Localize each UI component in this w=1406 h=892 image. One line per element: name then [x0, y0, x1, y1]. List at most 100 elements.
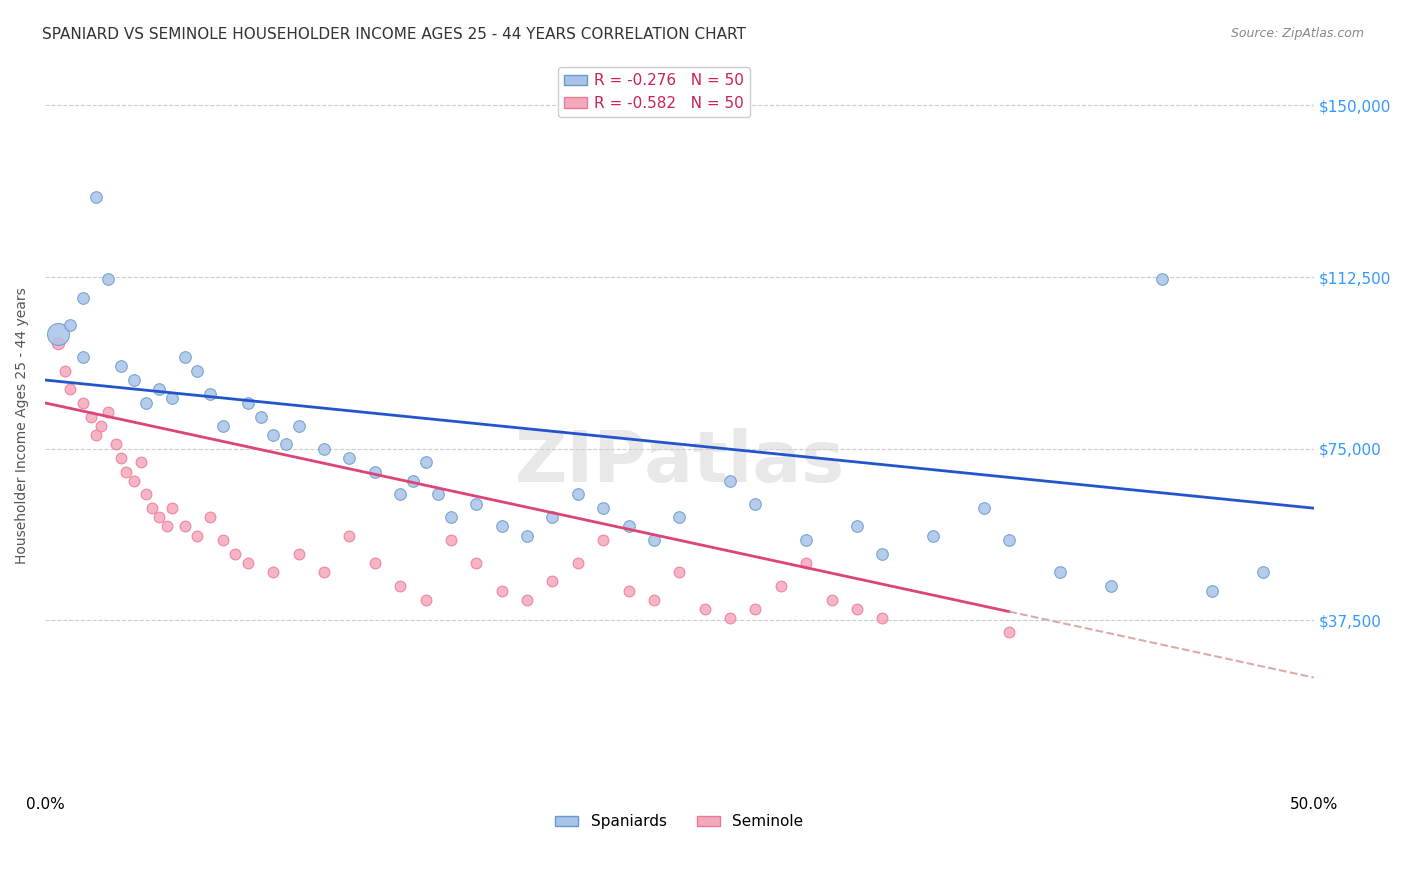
Point	[718, 474, 741, 488]
Point	[668, 566, 690, 580]
Point	[592, 501, 614, 516]
Point	[131, 455, 153, 469]
Point	[156, 519, 179, 533]
Point	[846, 602, 869, 616]
Point	[90, 418, 112, 433]
Point	[1150, 272, 1173, 286]
Point	[820, 592, 842, 607]
Text: ZIPatlas: ZIPatlas	[515, 428, 845, 497]
Point	[769, 579, 792, 593]
Point	[415, 592, 437, 607]
Point	[135, 396, 157, 410]
Point	[314, 566, 336, 580]
Point	[998, 533, 1021, 548]
Point	[97, 405, 120, 419]
Point	[541, 574, 564, 589]
Point	[1049, 566, 1071, 580]
Point	[389, 487, 412, 501]
Point	[59, 382, 82, 396]
Point	[567, 487, 589, 501]
Point	[364, 556, 387, 570]
Point	[59, 318, 82, 332]
Point	[148, 382, 170, 396]
Point	[1201, 583, 1223, 598]
Point	[440, 533, 463, 548]
Point	[541, 510, 564, 524]
Point	[211, 418, 233, 433]
Point	[53, 364, 76, 378]
Point	[84, 190, 107, 204]
Point	[236, 396, 259, 410]
Point	[110, 359, 132, 374]
Point	[427, 487, 450, 501]
Point	[389, 579, 412, 593]
Point	[211, 533, 233, 548]
Point	[186, 364, 208, 378]
Point	[198, 510, 221, 524]
Point	[262, 566, 284, 580]
Point	[186, 528, 208, 542]
Point	[643, 592, 665, 607]
Point	[148, 510, 170, 524]
Point	[79, 409, 101, 424]
Point	[872, 547, 894, 561]
Point	[402, 474, 425, 488]
Point	[135, 487, 157, 501]
Point	[287, 418, 309, 433]
Point	[274, 437, 297, 451]
Point	[794, 556, 817, 570]
Point	[115, 465, 138, 479]
Point	[1251, 566, 1274, 580]
Point	[249, 409, 271, 424]
Point	[224, 547, 246, 561]
Point	[364, 465, 387, 479]
Point	[415, 455, 437, 469]
Point	[160, 501, 183, 516]
Point	[491, 519, 513, 533]
Y-axis label: Householder Income Ages 25 - 44 years: Householder Income Ages 25 - 44 years	[15, 287, 30, 564]
Point	[141, 501, 163, 516]
Point	[160, 392, 183, 406]
Point	[465, 497, 488, 511]
Point	[973, 501, 995, 516]
Point	[97, 272, 120, 286]
Point	[872, 611, 894, 625]
Point	[84, 428, 107, 442]
Point	[516, 592, 538, 607]
Point	[1099, 579, 1122, 593]
Point	[592, 533, 614, 548]
Point	[339, 528, 361, 542]
Point	[287, 547, 309, 561]
Point	[465, 556, 488, 570]
Point	[440, 510, 463, 524]
Point	[262, 428, 284, 442]
Legend: Spaniards, Seminole: Spaniards, Seminole	[550, 808, 810, 836]
Point	[794, 533, 817, 548]
Point	[846, 519, 869, 533]
Point	[236, 556, 259, 570]
Point	[617, 519, 640, 533]
Point	[122, 373, 145, 387]
Point	[491, 583, 513, 598]
Point	[339, 450, 361, 465]
Point	[173, 350, 195, 364]
Point	[122, 474, 145, 488]
Point	[998, 624, 1021, 639]
Point	[718, 611, 741, 625]
Point	[72, 396, 94, 410]
Point	[693, 602, 716, 616]
Point	[922, 528, 945, 542]
Point	[198, 386, 221, 401]
Point	[567, 556, 589, 570]
Point	[173, 519, 195, 533]
Point	[105, 437, 128, 451]
Point	[46, 336, 69, 351]
Point	[110, 450, 132, 465]
Point	[72, 291, 94, 305]
Point	[668, 510, 690, 524]
Text: SPANIARD VS SEMINOLE HOUSEHOLDER INCOME AGES 25 - 44 YEARS CORRELATION CHART: SPANIARD VS SEMINOLE HOUSEHOLDER INCOME …	[42, 27, 747, 42]
Point	[617, 583, 640, 598]
Point	[72, 350, 94, 364]
Point	[46, 327, 69, 342]
Text: Source: ZipAtlas.com: Source: ZipAtlas.com	[1230, 27, 1364, 40]
